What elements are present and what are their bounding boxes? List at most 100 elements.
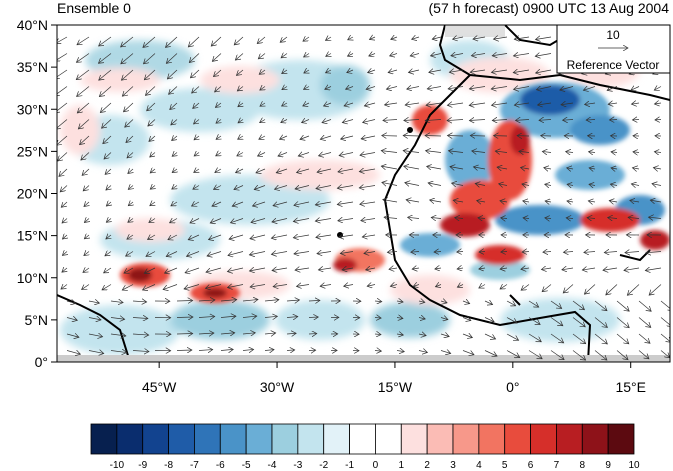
wind-vector xyxy=(106,219,111,223)
wind-vector xyxy=(608,103,618,104)
wind-vector xyxy=(440,334,449,336)
wind-vector xyxy=(293,219,310,222)
wind-vector xyxy=(148,119,156,127)
wind-vector xyxy=(147,102,156,111)
wind-vector xyxy=(366,87,376,90)
wind-vector xyxy=(493,37,508,39)
wind-vector xyxy=(228,251,244,256)
wind-vector xyxy=(448,87,464,89)
wind-vector xyxy=(542,151,552,152)
wind-vector xyxy=(149,219,156,223)
wind-vector xyxy=(121,36,134,47)
wind-vector xyxy=(363,120,376,123)
wind-vector xyxy=(308,317,318,318)
wind-vector xyxy=(132,318,148,319)
wind-vector xyxy=(121,69,134,80)
wind-vector xyxy=(104,152,112,159)
colorbar-label: -4 xyxy=(268,460,277,471)
wind-vector xyxy=(298,153,310,157)
colorbar-swatch xyxy=(323,423,350,455)
wind-vector xyxy=(99,69,112,80)
wind-vector xyxy=(389,268,398,269)
lat-tick-label: 15°N xyxy=(17,228,48,244)
colorbar-label: -8 xyxy=(164,460,173,471)
wind-vector xyxy=(304,87,309,90)
wind-vector xyxy=(484,301,493,305)
wind-vector xyxy=(326,70,331,73)
wind-vector xyxy=(167,69,178,79)
wind-vector xyxy=(374,318,381,319)
wind-vector xyxy=(360,153,376,156)
wind-vector xyxy=(500,201,508,202)
wind-vector xyxy=(190,219,200,223)
wind-vector xyxy=(550,350,564,360)
wind-vector xyxy=(212,53,222,62)
wind-vector xyxy=(264,333,276,334)
wind-vector xyxy=(234,36,244,45)
wind-vector xyxy=(260,103,265,106)
wind-vector xyxy=(286,333,296,334)
wind-vector xyxy=(528,350,542,359)
wind-vector xyxy=(297,285,310,287)
wind-vector xyxy=(338,169,354,172)
wind-vector xyxy=(381,151,398,153)
wind-vector xyxy=(250,285,266,288)
wind-vector xyxy=(374,334,381,335)
wind-vector xyxy=(194,153,199,157)
colorbar-label: -7 xyxy=(190,460,199,471)
wind-vector xyxy=(83,268,90,272)
lat-tick-label: 10°N xyxy=(17,270,48,286)
wind-vector xyxy=(523,201,530,202)
lake-volta xyxy=(509,294,521,306)
wind-vector xyxy=(294,202,310,205)
wind-vector xyxy=(418,318,425,319)
wind-vector xyxy=(519,151,530,152)
wind-vector xyxy=(515,120,530,121)
wind-vector xyxy=(536,70,552,73)
wind-vector xyxy=(206,267,222,272)
wind-vector xyxy=(452,183,464,185)
wind-vector xyxy=(104,268,112,273)
wind-vector xyxy=(230,218,244,223)
wind-vector xyxy=(385,103,398,105)
wind-vector xyxy=(132,301,147,302)
wind-vector xyxy=(62,235,67,239)
wind-vector xyxy=(471,54,486,56)
wind-vector xyxy=(528,300,539,307)
wind-vector xyxy=(344,103,354,106)
wind-vector xyxy=(273,202,288,206)
wind-vector xyxy=(535,54,552,57)
wind-vector xyxy=(408,217,420,218)
wind-vector xyxy=(102,119,112,129)
wind-vector xyxy=(369,54,376,57)
wind-vector xyxy=(522,184,530,185)
wind-vector xyxy=(172,153,177,157)
wind-vector xyxy=(316,186,332,189)
colorbar-label: -9 xyxy=(138,460,147,471)
wind-vector xyxy=(528,333,541,342)
wind-vector xyxy=(339,235,354,237)
wind-vector xyxy=(440,351,451,354)
wind-vector xyxy=(660,350,670,358)
wind-vector xyxy=(594,333,607,344)
reference-vector-magnitude: 10 xyxy=(606,28,620,42)
wind-vector xyxy=(165,267,178,273)
wind-vector xyxy=(473,37,486,39)
wind-vector xyxy=(281,120,288,123)
wind-vector xyxy=(473,167,486,169)
wind-vector xyxy=(192,202,200,206)
wind-vector xyxy=(572,350,586,361)
north-africa-coast xyxy=(438,25,670,101)
wind-vector xyxy=(190,69,200,78)
wind-vector xyxy=(66,301,76,303)
wind-vector xyxy=(237,87,244,91)
colorbar-label: -1 xyxy=(345,460,354,471)
wind-vector xyxy=(276,169,288,173)
wind-vector xyxy=(220,300,237,301)
wind-vector xyxy=(338,219,354,221)
wind-vector xyxy=(110,351,127,353)
wind-vector xyxy=(66,318,77,321)
wind-vector xyxy=(100,102,112,113)
wind-vector xyxy=(418,301,425,302)
wind-vector xyxy=(660,333,670,342)
